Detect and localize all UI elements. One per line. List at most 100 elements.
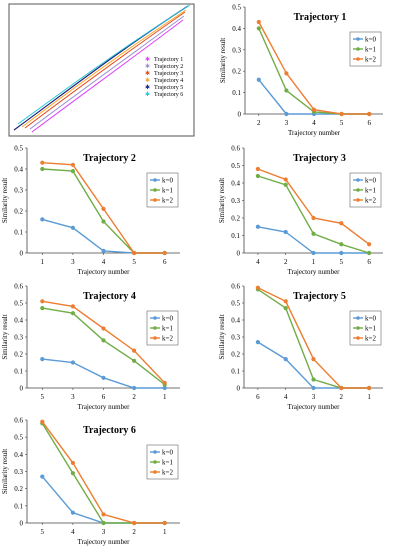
y-axis-label: Similarity result: [219, 38, 227, 83]
legend-marker: [356, 188, 360, 192]
legend-marker: [356, 198, 360, 202]
y-tick-label: 0.1: [231, 232, 240, 240]
data-point: [70, 169, 75, 174]
data-point: [101, 520, 106, 526]
data-point: [339, 385, 344, 391]
data-point: [70, 304, 75, 309]
series-line: [41, 423, 165, 524]
data-point: [70, 162, 75, 167]
legend-label: k=2: [162, 335, 173, 343]
data-point: [40, 166, 45, 172]
y-tick-label: 0.3: [232, 46, 241, 54]
trajectory-legend-label: Trajectory 3: [154, 71, 183, 77]
x-axis-label: Trajectory number: [288, 129, 341, 137]
y-tick-label: 0.6: [231, 283, 240, 291]
y-tick-label: 0.5: [231, 162, 240, 170]
x-tick-label: 5: [41, 528, 45, 536]
trajectory-path-4: [21, 9, 187, 128]
data-point: [132, 520, 137, 526]
legend-marker: [153, 336, 157, 340]
data-point: [311, 250, 316, 256]
trajectory-legend-marker: ✱: [145, 63, 150, 70]
data-point: [255, 173, 260, 179]
y-tick-label: 0.3: [14, 468, 23, 476]
trajectory-legend-label: Trajectory 4: [154, 78, 183, 84]
legend-label: k=2: [365, 197, 376, 205]
trajectory-legend-item: ✱ Trajectory 1: [145, 56, 183, 63]
x-tick-label: 4: [284, 393, 288, 401]
legend-marker: [356, 326, 360, 330]
y-tick-label: 0.1: [14, 368, 23, 376]
chart-title: Trajectory 6: [83, 425, 136, 436]
y-tick-label: 0.4: [231, 180, 240, 188]
legend-label: k=0: [162, 449, 173, 457]
y-axis-label: Similarity result: [1, 178, 9, 223]
trajectory-legend-item: ✱ Trajectory 4: [145, 77, 183, 84]
data-point: [132, 358, 137, 363]
trajectory-legend-item: ✱ Trajectory 2: [145, 63, 183, 70]
legend-marker: [356, 37, 360, 41]
data-point: [132, 385, 137, 391]
legend-marker: [356, 57, 360, 61]
y-tick-label: 0.4: [231, 317, 240, 325]
similarity-chart: 0 0.1 0.2 0.3 0.4 0.5 0.6 6 4 3 2 1 Trajectory numbe…: [218, 283, 383, 411]
trajectory-path-1: [31, 19, 184, 133]
data-point: [256, 77, 261, 82]
series-line: [41, 421, 165, 524]
data-point: [40, 357, 45, 362]
data-point: [256, 26, 261, 31]
legend-marker: [153, 188, 157, 192]
trajectory-legend-item: ✱ Trajectory 6: [145, 91, 183, 98]
legend-label: k=1: [365, 46, 376, 54]
data-point: [101, 512, 106, 517]
trajectory-legend-item: ✱ Trajectory 3: [145, 70, 183, 77]
x-tick-label: 3: [71, 393, 75, 401]
y-axis-label: Similarity result: [218, 178, 226, 223]
data-point: [101, 219, 106, 224]
data-point: [283, 229, 288, 235]
series-line: [42, 307, 166, 386]
y-tick-label: 0.1: [14, 502, 23, 510]
trajectory-legend-label: Trajectory 5: [154, 85, 183, 91]
y-tick-label: 0: [20, 520, 24, 528]
y-tick-label: 0.3: [14, 334, 23, 342]
trajectory-legend-marker: ✱: [145, 70, 150, 77]
legend-label: k=0: [162, 177, 173, 185]
data-point: [311, 377, 316, 382]
y-tick-label: 0.5: [231, 300, 240, 308]
data-point: [256, 19, 261, 25]
data-point: [132, 250, 137, 256]
y-tick-label: 0.2: [231, 351, 240, 359]
chart-legend-box: [349, 310, 382, 346]
x-tick-label: 6: [367, 119, 371, 127]
x-tick-label: 1: [163, 393, 167, 401]
y-tick-label: 0.2: [14, 485, 23, 493]
similarity-charts: 0 0.1 0.2 0.3 0.4 0.5 2 3 4 5 6 Trajectory number Si…: [1, 4, 383, 546]
y-tick-label: 0: [20, 250, 24, 258]
x-tick-label: 6: [256, 393, 260, 401]
x-tick-label: 5: [132, 258, 136, 266]
legend-label: k=2: [365, 335, 376, 343]
trajectory-legend-label: Trajectory 6: [154, 92, 183, 98]
data-point: [367, 242, 372, 247]
y-tick-label: 0.4: [14, 166, 23, 174]
data-point: [283, 299, 288, 304]
x-tick-label: 4: [71, 528, 75, 536]
y-tick-label: 0.1: [14, 229, 23, 237]
data-point: [40, 299, 45, 304]
similarity-chart: 0 0.1 0.2 0.3 0.4 0.5 1 3 4 5 6 Trajectory number Si…: [1, 145, 180, 276]
data-point: [284, 88, 289, 93]
legend-marker: [356, 47, 360, 51]
data-point: [40, 217, 45, 222]
legend-label: k=2: [162, 469, 173, 477]
y-tick-label: 0.3: [231, 334, 240, 342]
y-tick-label: 0.6: [14, 417, 23, 425]
y-tick-label: 0.3: [231, 197, 240, 205]
y-axis-label: Similarity result: [1, 449, 9, 494]
legend-label: k=1: [162, 325, 173, 333]
legend-label: k=0: [365, 315, 376, 323]
series-line: [257, 226, 370, 254]
y-tick-label: 0.2: [14, 351, 23, 359]
data-point: [70, 225, 75, 230]
